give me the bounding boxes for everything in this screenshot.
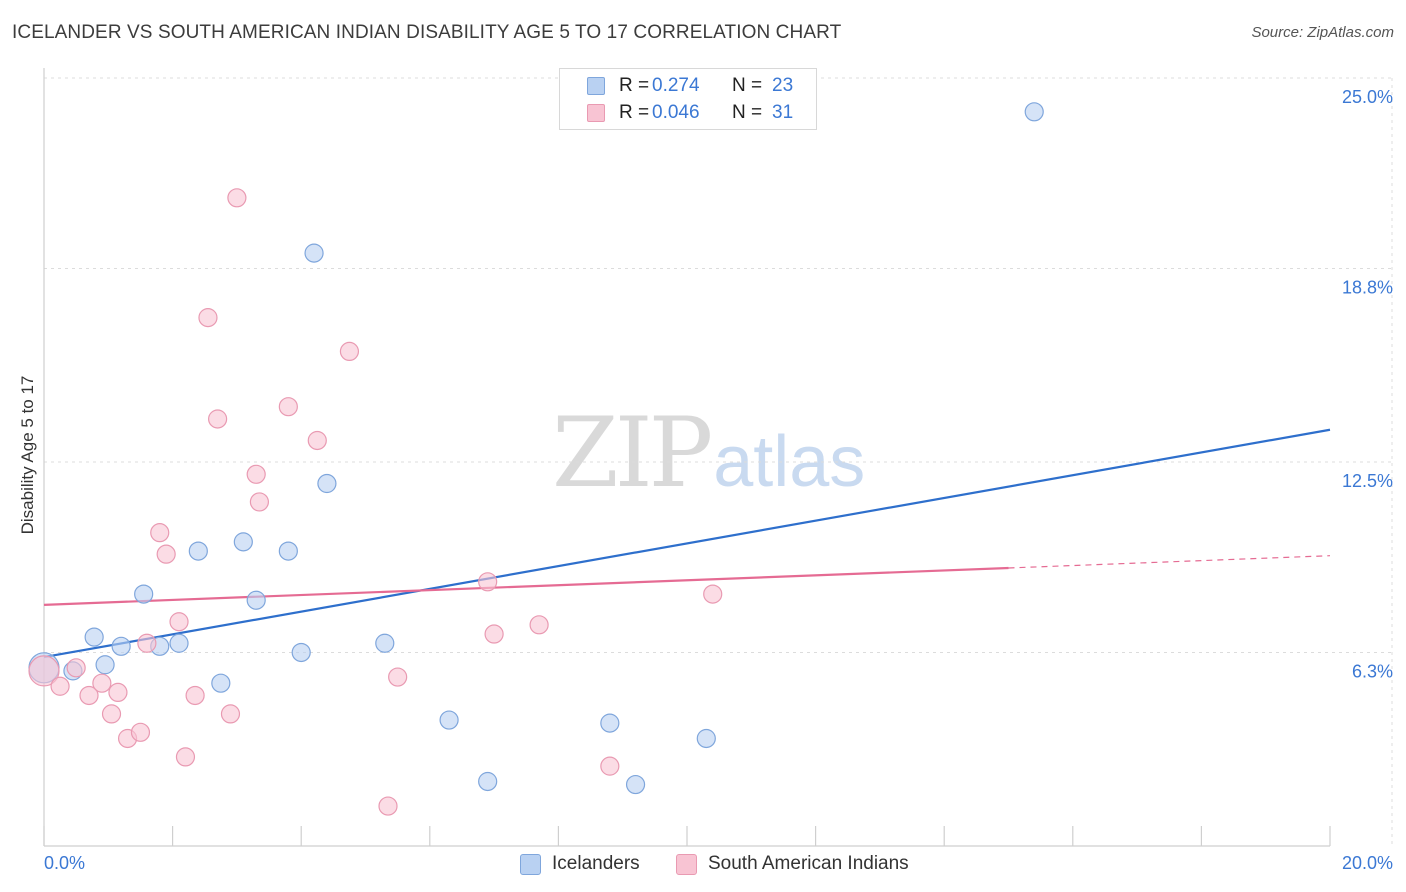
south-american-indian-point [220,704,241,724]
grid-layer [44,77,1393,846]
south-american-indian-point [79,685,99,706]
south-american-indian-point [307,430,327,451]
legend-label: Icelanders [552,853,640,874]
south-american-indian-point [150,523,170,543]
icelander-point [246,590,266,610]
south-american-indian-point [529,615,549,635]
y-tick-label: 12.5% [1342,471,1393,491]
icelander-point [95,655,115,675]
y-tick-label: 25.0% [1342,87,1393,107]
n-label: N = [732,75,763,96]
r-label: R = [619,102,650,123]
south-american-indian-point [101,704,122,724]
south-american-indian-point [156,544,176,564]
south-american-indian-point [249,492,270,512]
south-american-indian-point [50,676,70,696]
r-label: R = [619,75,650,96]
y-tick-label: 6.3% [1352,661,1393,681]
icelander-point [696,728,716,749]
south-american-indian-point [484,624,504,644]
r-value: 0.274 [652,75,700,96]
south-american-indian-point [208,409,228,429]
south-american-indian-point [185,685,205,706]
south-american-indian-point [92,673,112,693]
icelander-trend-line [43,428,1331,659]
south-american-indian-point [130,722,151,742]
south-american-indian-point [227,188,247,208]
south-american-indian-point [388,667,408,687]
south-american-indian-point [703,584,723,604]
point-layer [28,102,1044,816]
n-value: 31 [772,102,794,123]
south-american-indian-point [600,756,620,776]
icelander-point [211,673,231,693]
icelander-point [84,627,104,647]
south-american-indian-trend-line [43,566,1009,606]
south-american-indian-point [478,572,498,592]
south-american-indian-point [339,341,360,362]
icelander-point [478,771,498,792]
south-american-indian-trend-extension [1008,555,1331,569]
legend-row-south-american-indians: R = 0.046 N = 31 [560,100,816,127]
trend-layer [43,428,1331,659]
n-value: 23 [772,75,794,96]
legend-row-icelanders: R = 0.274 N = 23 [560,73,816,100]
n-label: N = [732,102,763,123]
icelander-point [375,633,395,653]
tick-label-layer: 6.3% 12.5% 18.8% 25.0% 0.0% 20.0% [44,87,1393,873]
series-legend: Icelanders South American Indians [0,851,1406,877]
legend-swatch-pink [676,854,697,875]
icelander-point [317,473,337,494]
south-american-indian-point [278,397,298,417]
icelander-point [600,713,620,733]
icelander-point [134,584,154,604]
south-american-indian-point [246,464,266,484]
icelander-point [169,633,189,653]
icelander-point [304,243,324,263]
watermark-zip: ZIP [552,397,713,509]
south-american-indian-point [378,796,398,816]
icelander-point [291,642,311,663]
south-american-indian-point [175,747,196,767]
icelander-point [233,532,253,552]
legend-label: South American Indians [708,853,909,874]
x-tick-label: 0.0% [44,853,85,873]
legend-swatch-blue [520,854,541,875]
south-american-indian-point [28,655,60,687]
source-label: Source: ZipAtlas.com [1251,24,1394,41]
r-value: 0.046 [652,102,700,123]
chart-title: ICELANDER VS SOUTH AMERICAN INDIAN DISAB… [12,22,842,43]
icelander-point [439,710,459,730]
legend-swatch-pink [587,104,605,122]
south-american-indian-point [66,658,86,678]
y-tick-label: 18.8% [1342,277,1393,297]
x-tick-label: 20.0% [1342,853,1393,873]
icelander-point [188,541,208,561]
icelander-point [278,541,298,561]
icelander-point [1024,102,1044,122]
legend-swatch-blue [587,77,605,95]
south-american-indian-point [137,633,157,653]
correlation-legend: R = 0.274 N = 23 R = 0.046 N = 31 [559,68,817,130]
south-american-indian-point [108,682,128,703]
icelander-point [111,636,131,656]
watermark: ZIPatlas [552,405,865,502]
axis-layer [43,68,1331,847]
south-american-indian-point [198,308,218,328]
south-american-indian-point [169,612,189,632]
icelander-point [625,774,646,795]
